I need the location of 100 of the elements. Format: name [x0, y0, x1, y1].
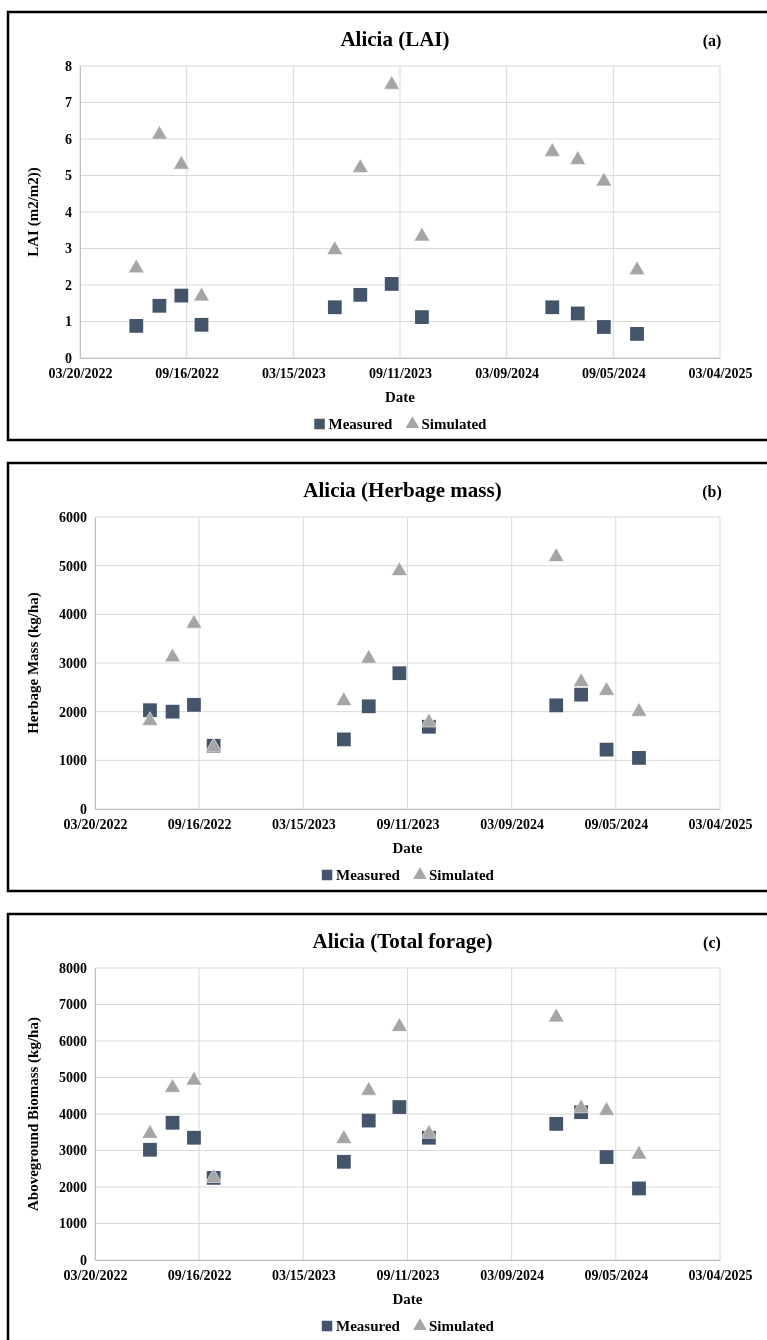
legend-label: Measured: [328, 416, 394, 432]
point: [187, 1130, 201, 1145]
point: [572, 672, 590, 687]
point: [547, 1007, 565, 1023]
x-tick-label: 09/11/2023: [376, 816, 440, 832]
legend-label: Measured: [336, 1318, 401, 1334]
y-tick-label: 4000: [59, 607, 87, 623]
y-axis-title: Aboveground Biomass (kg/ha): [25, 1017, 42, 1211]
y-tick-label: 1: [65, 314, 72, 330]
y-tick-label: 1000: [59, 1216, 87, 1232]
point: [630, 1145, 648, 1160]
point: [173, 155, 190, 170]
point: [185, 614, 203, 629]
point: [361, 699, 376, 714]
x-tick-label: 09/16/2022: [167, 816, 232, 832]
x-axis-title: Date: [392, 840, 423, 856]
point: [547, 547, 565, 562]
y-tick-label: 5000: [59, 1070, 87, 1086]
legend-label: Measured: [336, 867, 401, 883]
x-tick-label: 09/11/2023: [368, 365, 433, 381]
x-tick-label: 03/15/2023: [271, 816, 336, 832]
y-tick-label: 5000: [59, 558, 87, 574]
point: [383, 75, 400, 90]
y-axis-title: Herbage Mass (kg/ha): [25, 592, 42, 734]
point: [187, 697, 201, 712]
point: [336, 1154, 351, 1169]
point: [415, 310, 429, 325]
point: [384, 277, 399, 291]
chart-title: Alicia (Total forage): [312, 929, 493, 953]
point: [569, 150, 587, 165]
point: [392, 1100, 407, 1114]
point: [632, 1181, 646, 1196]
x-tick-label: 03/20/2022: [48, 365, 113, 381]
y-tick-label: 7: [65, 95, 72, 111]
legend-label: Simulated: [428, 867, 495, 883]
point: [630, 327, 644, 341]
point: [361, 1113, 376, 1128]
point: [630, 702, 648, 717]
point: [391, 561, 408, 576]
y-tick-label: 3: [65, 241, 72, 257]
point: [570, 306, 585, 321]
point: [598, 681, 615, 696]
x-axis-title: Date: [392, 1291, 423, 1307]
x-tick-label: 03/09/2024: [480, 816, 545, 832]
legend-label: Simulated: [421, 416, 488, 432]
y-tick-label: 0: [65, 350, 72, 366]
x-tick-label: 09/16/2022: [155, 365, 220, 381]
point: [595, 171, 613, 187]
x-tick-label: 03/09/2024: [480, 1267, 545, 1283]
x-tick-label: 09/05/2024: [584, 816, 649, 832]
point: [165, 704, 180, 719]
point: [599, 1150, 614, 1164]
point: [598, 1101, 615, 1116]
y-tick-label: 0: [80, 1252, 87, 1268]
point: [632, 751, 646, 765]
point: [352, 158, 369, 173]
point: [164, 647, 181, 663]
y-tick-label: 3000: [59, 655, 87, 671]
y-tick-label: 2000: [59, 1179, 87, 1195]
point: [194, 317, 209, 332]
y-tick-label: 8000: [59, 960, 87, 976]
y-axis-title: LAI (m2/m2)): [25, 167, 42, 257]
y-tick-label: 5: [65, 168, 72, 184]
y-tick-label: 6: [65, 131, 72, 147]
point: [549, 1116, 564, 1131]
point: [335, 1129, 353, 1144]
point: [420, 1124, 438, 1139]
point: [572, 1098, 590, 1114]
x-tick-label: 03/04/2025: [688, 365, 753, 381]
x-tick-label: 03/04/2025: [688, 816, 753, 832]
x-tick-label: 03/15/2023: [271, 1267, 336, 1283]
x-tick-label: 09/05/2024: [581, 365, 646, 381]
point: [128, 258, 145, 274]
y-tick-label: 6000: [59, 509, 87, 525]
point: [544, 142, 561, 157]
x-tick-label: 03/09/2024: [475, 365, 540, 381]
point: [152, 298, 167, 313]
point: [336, 732, 351, 747]
x-axis-title: Date: [385, 389, 416, 405]
point: [327, 300, 342, 315]
y-tick-label: 3000: [59, 1143, 87, 1159]
x-tick-label: 09/16/2022: [167, 1267, 232, 1283]
point: [628, 260, 646, 275]
x-tick-label: 03/20/2022: [63, 816, 128, 832]
chart-title: Alicia (LAI): [340, 27, 450, 51]
point: [193, 286, 210, 302]
point: [151, 125, 168, 140]
point: [335, 691, 353, 706]
point: [141, 1124, 159, 1139]
point: [360, 1081, 377, 1096]
point: [391, 1017, 408, 1032]
x-tick-label: 03/04/2025: [688, 1267, 753, 1283]
point: [549, 698, 564, 713]
y-tick-label: 6000: [59, 1033, 87, 1049]
y-tick-label: 4: [65, 204, 72, 220]
point: [165, 1115, 180, 1130]
text: (b): [702, 483, 722, 501]
point: [392, 666, 407, 681]
point: [420, 712, 438, 728]
point: [143, 1142, 157, 1157]
